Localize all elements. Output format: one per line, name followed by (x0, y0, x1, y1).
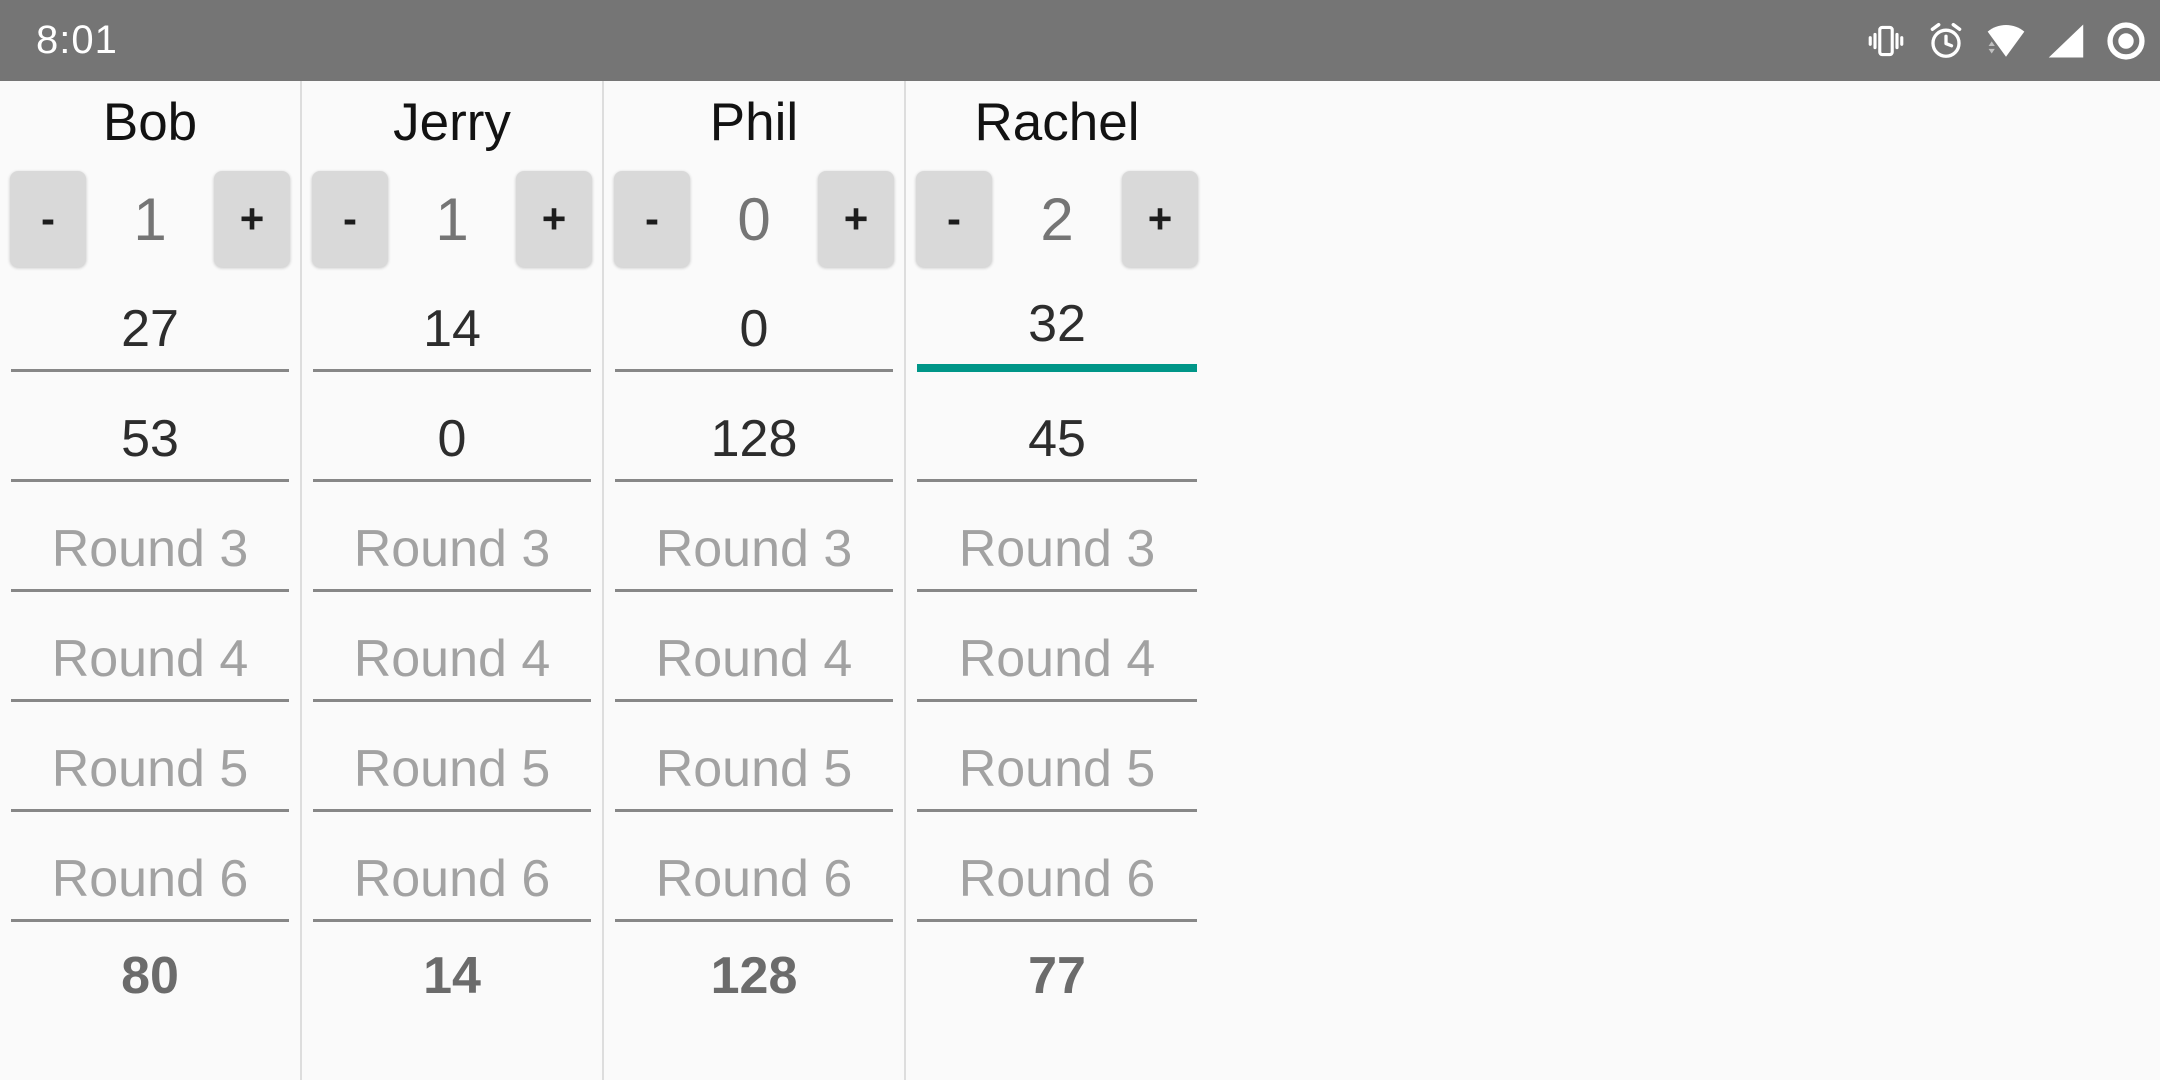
round-3-score-input[interactable] (11, 519, 289, 589)
player-column-bob: Bob - 1 + 80 (0, 81, 302, 1080)
player-total: 77 (1028, 947, 1086, 1005)
status-icons (1864, 19, 2160, 63)
round-score-row (313, 372, 591, 482)
round-score-row (917, 702, 1197, 812)
win-counter-stepper: - 2 + (906, 171, 1208, 267)
win-counter-stepper: - 0 + (604, 171, 904, 267)
round-2-score-input[interactable] (313, 409, 591, 479)
round-score-row (615, 702, 893, 812)
player-name: Bob (102, 93, 198, 152)
round-1-score-input[interactable] (11, 299, 289, 369)
player-name: Jerry (393, 93, 511, 152)
round-3-score-input[interactable] (615, 519, 893, 589)
round-4-score-input[interactable] (615, 629, 893, 699)
round-score-row (313, 267, 591, 372)
stepper-value: 1 (133, 185, 167, 253)
status-bar: 8:01 (0, 0, 2160, 81)
round-1-score-input[interactable] (313, 299, 591, 369)
round-5-score-input[interactable] (313, 739, 591, 809)
player-column-jerry: Jerry - 1 + 14 (302, 81, 604, 1080)
round-score-row (11, 812, 289, 922)
round-score-row (11, 267, 289, 372)
round-5-score-input[interactable] (615, 739, 893, 809)
player-name: Rachel (974, 93, 1140, 152)
decrement-button[interactable]: - (312, 171, 388, 267)
round-score-row (615, 482, 893, 592)
decrement-button[interactable]: - (916, 171, 992, 267)
stepper-value: 1 (435, 185, 469, 253)
round-score-row (313, 702, 591, 812)
round-score-row (11, 702, 289, 812)
round-score-row (11, 592, 289, 702)
round-4-score-input[interactable] (313, 629, 591, 699)
round-6-score-input[interactable] (11, 849, 289, 919)
round-score-row (11, 372, 289, 482)
round-5-score-input[interactable] (11, 739, 289, 809)
round-score-row (917, 482, 1197, 592)
round-score-row (615, 592, 893, 702)
round-score-row-focused (917, 267, 1197, 372)
record-icon (2107, 21, 2145, 60)
round-score-row (917, 592, 1197, 702)
round-6-score-input[interactable] (917, 849, 1197, 919)
score-board: Bob - 1 + 80 Jerry - 1 + (0, 81, 2160, 1080)
wifi-icon (1987, 24, 2025, 57)
round-3-score-input[interactable] (917, 519, 1197, 589)
player-column-phil: Phil - 0 + 128 (604, 81, 906, 1080)
player-name: Phil (709, 93, 799, 152)
player-column-rachel: Rachel - 2 + 77 (906, 81, 1208, 1080)
round-3-score-input[interactable] (313, 519, 591, 589)
round-score-row (917, 372, 1197, 482)
round-1-score-input[interactable] (917, 294, 1197, 364)
stepper-value: 2 (1040, 185, 1074, 253)
round-2-score-input[interactable] (11, 409, 289, 479)
round-score-row (615, 372, 893, 482)
cell-signal-icon (2048, 24, 2084, 57)
clock-time: 8:01 (36, 18, 118, 62)
player-total: 80 (121, 947, 179, 1005)
stepper-value: 0 (737, 185, 771, 253)
round-score-row (615, 267, 893, 372)
player-total: 128 (710, 947, 798, 1005)
round-5-score-input[interactable] (917, 739, 1197, 809)
win-counter-stepper: - 1 + (0, 171, 300, 267)
increment-button[interactable]: + (214, 171, 290, 267)
round-score-row (313, 812, 591, 922)
round-score-row (11, 482, 289, 592)
decrement-button[interactable]: - (10, 171, 86, 267)
round-1-score-input[interactable] (615, 299, 893, 369)
round-4-score-input[interactable] (917, 629, 1197, 699)
round-6-score-input[interactable] (313, 849, 591, 919)
round-2-score-input[interactable] (917, 409, 1197, 479)
increment-button[interactable]: + (818, 171, 894, 267)
empty-area (1208, 81, 2160, 1080)
increment-button[interactable]: + (1122, 171, 1198, 267)
round-4-score-input[interactable] (11, 629, 289, 699)
round-score-row (917, 812, 1197, 922)
round-score-row (313, 482, 591, 592)
decrement-button[interactable]: - (614, 171, 690, 267)
round-2-score-input[interactable] (615, 409, 893, 479)
increment-button[interactable]: + (516, 171, 592, 267)
alarm-icon (1930, 22, 1962, 58)
vibrate-icon (1868, 25, 1904, 56)
round-score-row (313, 592, 591, 702)
round-score-row (615, 812, 893, 922)
win-counter-stepper: - 1 + (302, 171, 602, 267)
player-total: 14 (423, 947, 481, 1005)
round-6-score-input[interactable] (615, 849, 893, 919)
